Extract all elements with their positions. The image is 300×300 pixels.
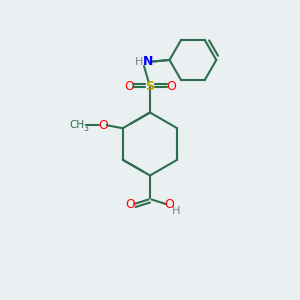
Text: O: O <box>166 80 176 94</box>
Text: O: O <box>124 80 134 94</box>
Text: H: H <box>135 56 144 67</box>
Text: N: N <box>143 55 154 68</box>
Text: H: H <box>172 206 181 217</box>
Text: S: S <box>146 80 154 94</box>
Text: O: O <box>165 197 174 211</box>
Text: CH: CH <box>70 120 85 130</box>
Text: O: O <box>126 197 135 211</box>
Text: O: O <box>98 119 108 132</box>
Text: 3: 3 <box>84 124 88 133</box>
